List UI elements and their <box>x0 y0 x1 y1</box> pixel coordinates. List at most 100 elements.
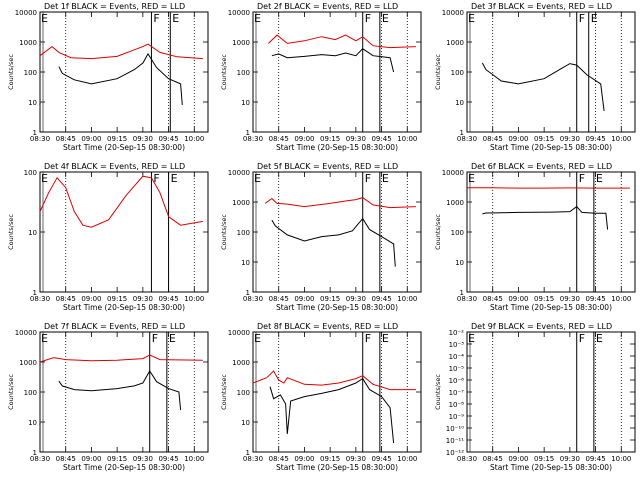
chart-panel-6: Det 6f BLACK = Events, RED = LLD 1 10 100 10… <box>434 162 636 312</box>
marker-label-e-left: E <box>254 12 261 25</box>
x-tick-label: 10:00 <box>611 295 631 303</box>
y-tick-label: 10000 <box>228 329 250 337</box>
chart-title: Det 9f BLACK = Events, RED = LLD <box>471 322 612 331</box>
x-tick-label: 09:45 <box>585 135 605 143</box>
y-tick-label: 10000 <box>228 169 250 177</box>
y-tick-label: 10000 <box>442 169 464 177</box>
marker-label-e-left: E <box>468 332 475 345</box>
plot-frame <box>466 331 636 453</box>
x-tick-label: 10:00 <box>611 135 631 143</box>
chart-title: Det 1f BLACK = Events, RED = LLD <box>44 2 185 11</box>
marker-label-f: F <box>153 172 159 185</box>
x-tick-label: 09:00 <box>294 135 314 143</box>
marker-label-e: E <box>169 332 176 345</box>
y-axis-label: Counts/sec <box>7 54 15 90</box>
y-tick-label: 10⁻⁶ <box>449 377 465 385</box>
chart-title: Det 8f BLACK = Events, RED = LLD <box>257 322 398 331</box>
series-line-1 <box>269 377 395 444</box>
chart-panel-7: Det 7f BLACK = Events, RED = LLD 1 10 100 10… <box>7 322 209 472</box>
marker-label-e-left: E <box>41 172 48 185</box>
y-tick-label: 10⁻² <box>449 329 465 337</box>
series-line-2 <box>264 197 416 209</box>
chart-title: Det 7f BLACK = Events, RED = LLD <box>44 322 185 331</box>
plot-frame <box>466 11 636 133</box>
x-tick-label: 09:15 <box>320 455 340 463</box>
y-tick-label: 1000 <box>446 199 464 207</box>
x-tick-label: 10:00 <box>397 135 417 143</box>
x-tick-label: 09:00 <box>81 455 101 463</box>
x-axis-label: Start Time (20-Sep-15 08:30:00) <box>490 303 612 312</box>
x-tick-label: 09:15 <box>534 455 554 463</box>
y-axis-label: Counts/sec <box>434 54 442 90</box>
chart-panel-2: Det 2f BLACK = Events, RED = LLD 1 10 100 10… <box>220 2 422 152</box>
x-tick-label: 09:30 <box>560 455 580 463</box>
x-tick-label: 09:30 <box>560 295 580 303</box>
x-axis-label: Start Time (20-Sep-15 08:30:00) <box>490 143 612 152</box>
chart-title: Det 2f BLACK = Events, RED = LLD <box>257 2 398 11</box>
y-tick-label: 10000 <box>228 9 250 17</box>
y-tick-label: 10⁻³ <box>449 341 465 349</box>
marker-label-e: E <box>382 172 389 185</box>
y-tick-label: 1 <box>246 289 250 297</box>
x-axis-label: Start Time (20-Sep-15 08:30:00) <box>276 463 398 472</box>
y-tick-label: 1000 <box>19 359 37 367</box>
y-tick-label: 10⁻⁸ <box>449 401 465 409</box>
y-tick-label: 10 <box>241 99 250 107</box>
series-line-1 <box>271 217 396 267</box>
y-tick-label: 10000 <box>442 9 464 17</box>
y-tick-label: 1 <box>246 449 250 457</box>
x-tick-label: 08:30 <box>457 455 477 463</box>
x-tick-label: 09:45 <box>585 455 605 463</box>
x-tick-label: 09:30 <box>133 135 153 143</box>
x-tick-label: 09:45 <box>585 295 605 303</box>
y-axis-label: Counts/sec <box>434 374 442 410</box>
x-tick-label: 09:30 <box>560 135 580 143</box>
marker-label-e-left: E <box>254 332 261 345</box>
x-tick-label: 08:30 <box>30 295 50 303</box>
x-axis-label: Start Time (20-Sep-15 08:30:00) <box>276 143 398 152</box>
marker-label-e: E <box>591 12 598 25</box>
y-tick-label: 100 <box>451 229 464 237</box>
x-tick-label: 10:00 <box>184 455 204 463</box>
y-tick-label: 10⁻⁷ <box>449 389 465 397</box>
plot-frame <box>39 171 209 293</box>
y-axis-label: Counts/sec <box>220 54 228 90</box>
y-tick-label: 1 <box>33 449 37 457</box>
x-tick-label: 10:00 <box>184 295 204 303</box>
x-axis-label: Start Time (20-Sep-15 08:30:00) <box>490 463 612 472</box>
x-axis-label: Start Time (20-Sep-15 08:30:00) <box>276 303 398 312</box>
plot-frame <box>39 11 209 133</box>
x-tick-label: 08:45 <box>269 135 289 143</box>
x-tick-label: 10:00 <box>397 455 417 463</box>
x-tick-label: 10:00 <box>397 295 417 303</box>
x-tick-label: 09:45 <box>371 135 391 143</box>
marker-label-e: E <box>382 12 389 25</box>
chart-title: Det 3f BLACK = Events, RED = LLD <box>471 2 612 11</box>
y-tick-label: 1000 <box>446 39 464 47</box>
series-line-2 <box>39 43 203 60</box>
x-tick-label: 09:30 <box>346 455 366 463</box>
y-tick-label: 10 <box>241 419 250 427</box>
y-tick-label: 10⁻¹¹ <box>446 437 464 445</box>
x-tick-label: 09:00 <box>81 295 101 303</box>
marker-label-e: E <box>596 332 603 345</box>
marker-label-e-left: E <box>41 332 48 345</box>
chart-panel-1: Det 1f BLACK = Events, RED = LLD 1 10 100 10… <box>7 2 209 152</box>
x-tick-label: 08:30 <box>243 135 263 143</box>
chart-title: Det 4f BLACK = Events, RED = LLD <box>44 162 185 171</box>
x-tick-label: 09:15 <box>320 135 340 143</box>
x-tick-label: 09:00 <box>508 135 528 143</box>
marker-label-f: F <box>365 332 371 345</box>
y-tick-label: 100 <box>24 389 37 397</box>
marker-label-e-left: E <box>468 172 475 185</box>
x-tick-label: 10:00 <box>611 455 631 463</box>
plot-frame <box>39 331 209 453</box>
x-tick-label: 09:15 <box>534 135 554 143</box>
y-tick-label: 100 <box>451 69 464 77</box>
y-tick-label: 10⁻¹² <box>446 449 464 457</box>
y-tick-label: 100 <box>237 69 250 77</box>
marker-label-e-left: E <box>254 172 261 185</box>
marker-label-e: E <box>171 172 178 185</box>
chart-title: Det 6f BLACK = Events, RED = LLD <box>471 162 612 171</box>
